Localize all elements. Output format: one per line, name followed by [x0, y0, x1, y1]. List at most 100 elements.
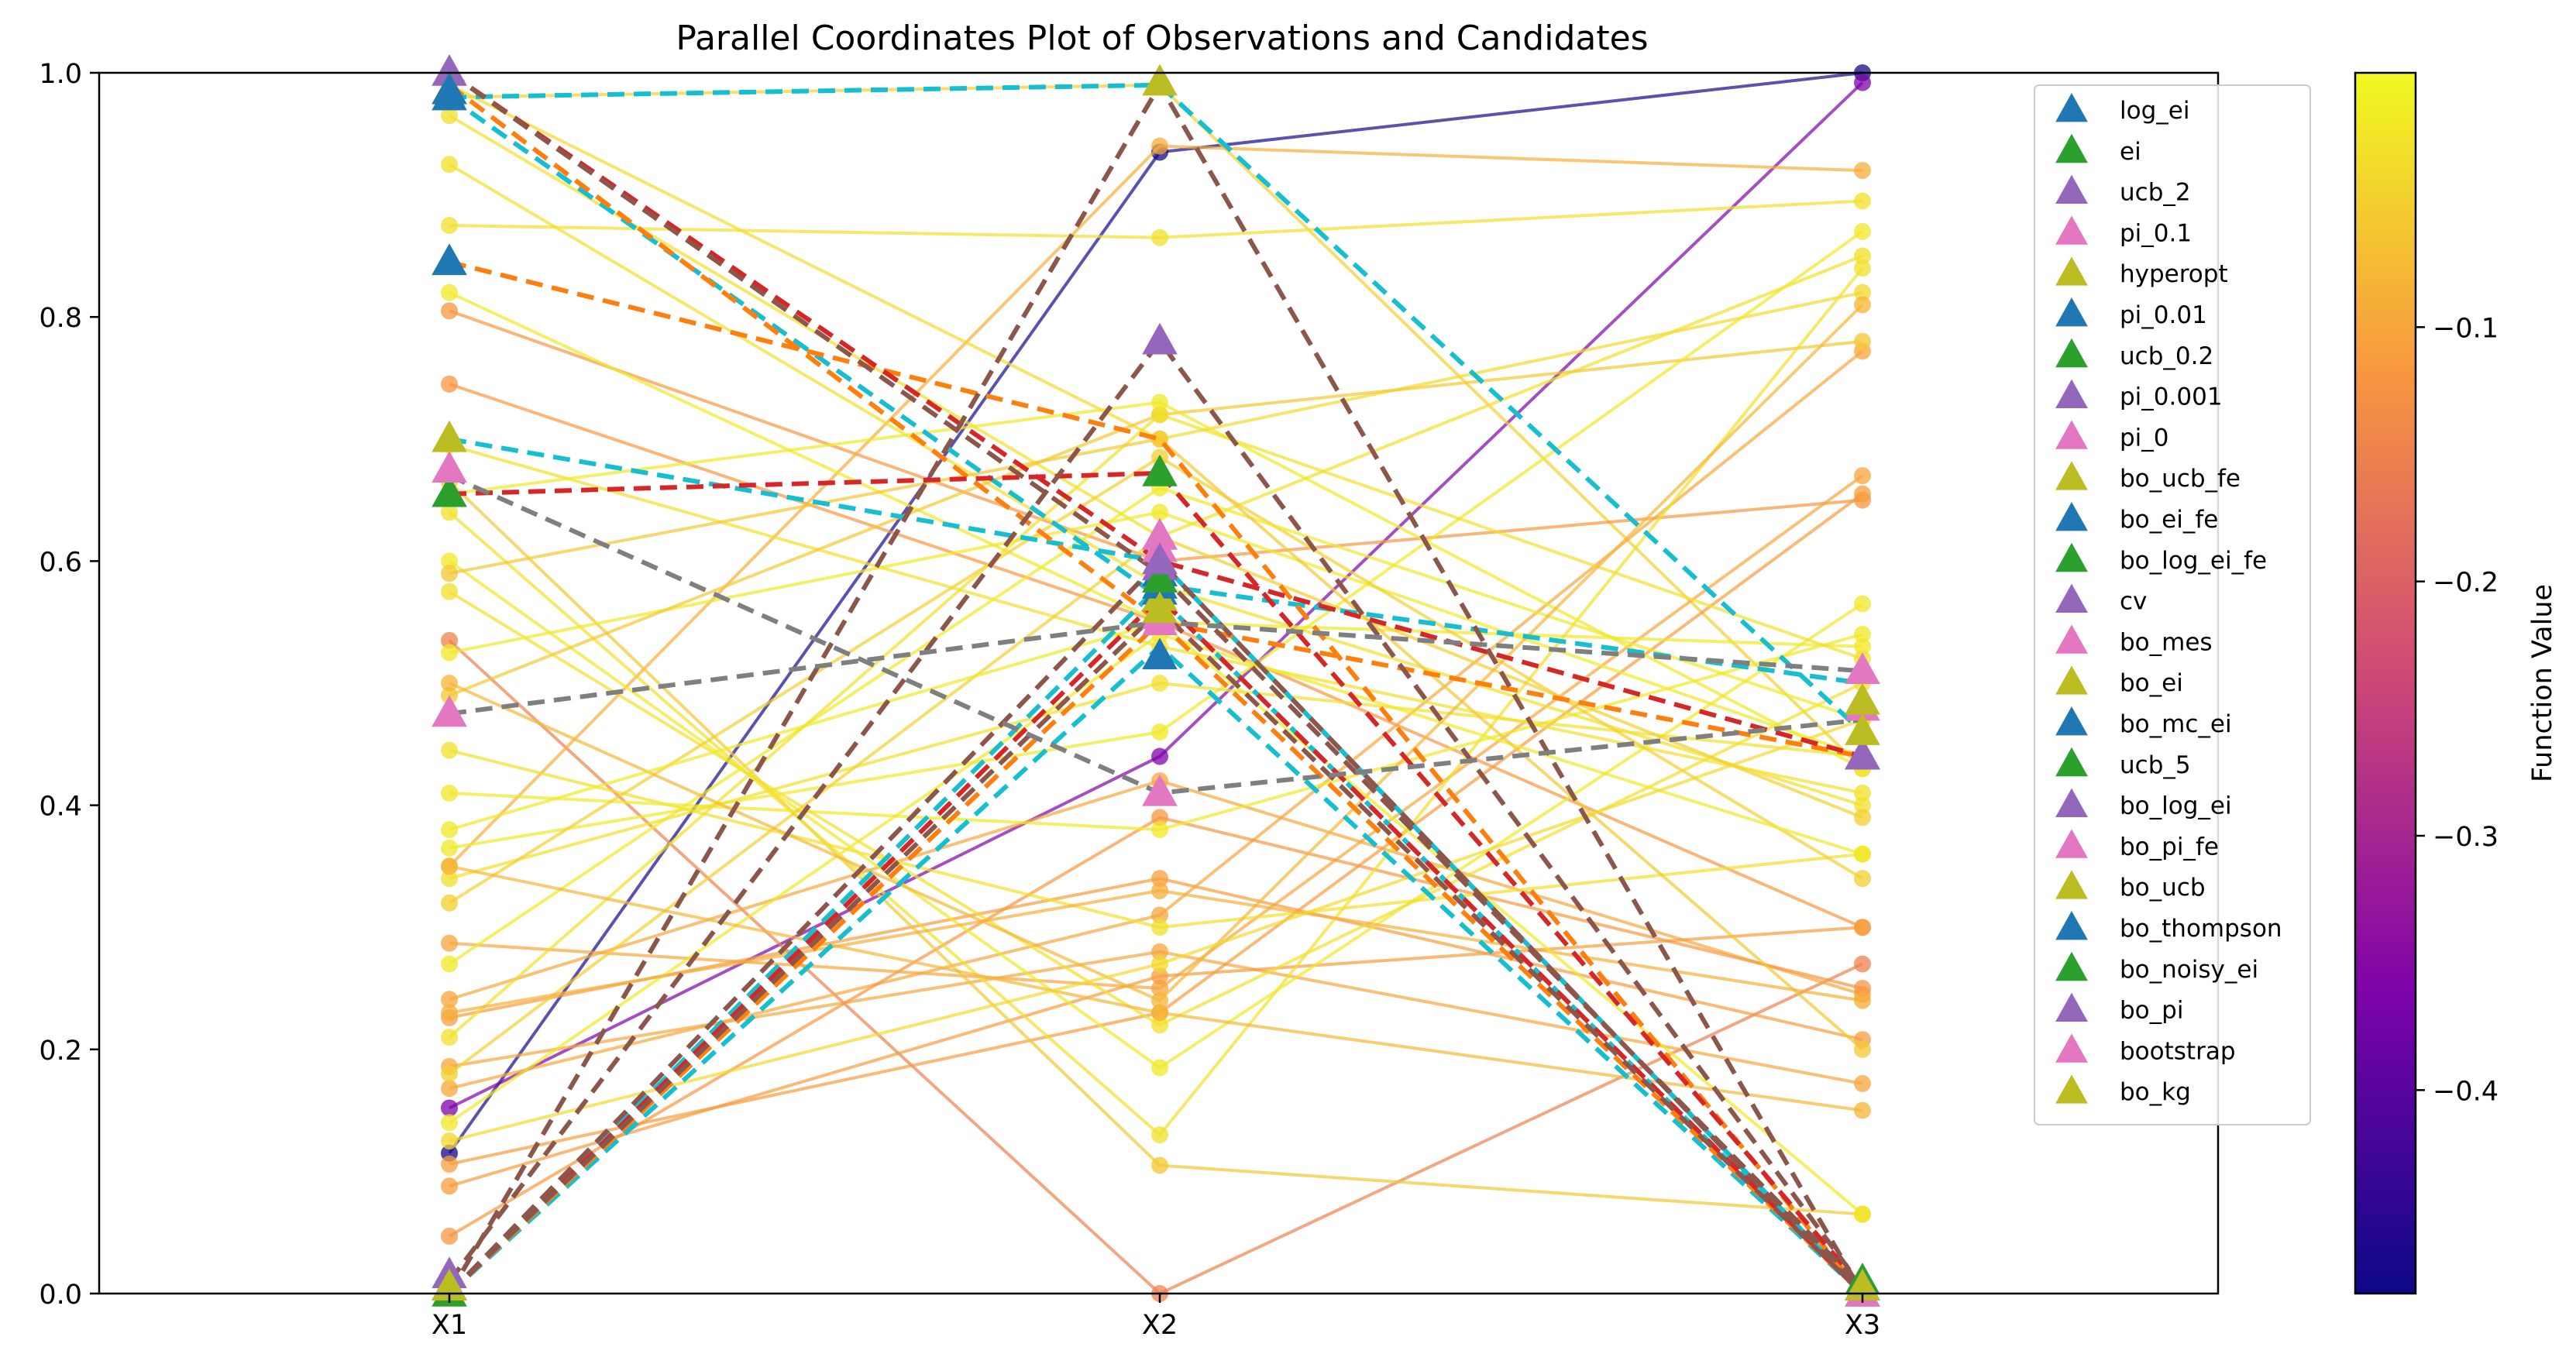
legend-marker [2055, 297, 2088, 327]
legend-label: ucb_0.2 [2120, 342, 2213, 370]
legend-label: bo_ucb [2120, 874, 2206, 902]
observation-point [441, 1029, 458, 1046]
legend-item: ucb_2 [2055, 174, 2191, 207]
candidate-marker [1142, 517, 1178, 550]
observation-point [1854, 485, 1871, 503]
observation-point [441, 107, 458, 125]
observation-point [1854, 595, 1871, 613]
observation-point [1151, 906, 1168, 924]
legend-item: log_ei [2055, 93, 2189, 125]
observation-point [441, 644, 458, 661]
legend-label: pi_0.1 [2120, 219, 2192, 247]
candidate-marker [432, 72, 467, 105]
legend-label: bo_kg [2120, 1078, 2191, 1106]
legend-label: log_ei [2120, 97, 2189, 125]
observation-point [441, 631, 458, 649]
x-tick-label: X2 [1142, 1310, 1178, 1341]
y-tick-label: 0.8 [39, 303, 82, 334]
observation-point [1151, 943, 1168, 960]
legend-marker [2055, 256, 2088, 286]
observation-point [1854, 74, 1871, 91]
candidate-marker [1845, 1269, 1880, 1301]
observation-point [1151, 991, 1168, 1009]
observation-point [441, 217, 458, 234]
x-tick-label: X3 [1845, 1310, 1880, 1341]
observation-point [1151, 675, 1168, 692]
legend-marker [2055, 420, 2088, 449]
plot-area: 0.0 0.2 0.4 0.6 0.8 1.0 X1 X2 X3 [39, 54, 2220, 1341]
legend-marker [2055, 706, 2088, 736]
y-tick-label: 0.4 [39, 792, 82, 823]
observation-point [1854, 1040, 1871, 1058]
legend-label: bo_thompson [2120, 915, 2282, 943]
observation-point [1151, 723, 1168, 741]
legend-marker [2055, 502, 2088, 531]
legend-label: pi_0.001 [2120, 383, 2223, 411]
legend-marker [2055, 951, 2088, 981]
legend-item: bo_ucb [2055, 870, 2206, 902]
legend-item: bo_pi_fe [2055, 829, 2219, 861]
colorbar: −0.4 −0.3 −0.2 −0.1 Function Value [2354, 71, 2558, 1295]
observation-point [441, 156, 458, 174]
observation-point [1151, 870, 1168, 888]
observation-point [441, 1080, 458, 1098]
candidate-path-line [448, 83, 1863, 759]
legend-marker [2055, 788, 2088, 817]
legend-marker [2055, 174, 2088, 204]
observation-point [1151, 406, 1168, 424]
observation-point [1854, 796, 1871, 814]
observation-point [441, 675, 458, 692]
observation-point [1854, 1101, 1871, 1119]
colorbar-tick-label: −0.2 [2433, 568, 2499, 599]
colorbar-tick-label: −0.4 [2433, 1076, 2499, 1107]
observation-point [441, 934, 458, 952]
candidate-marker [1142, 591, 1178, 624]
observation-point [1854, 296, 1871, 314]
observation-point [1151, 1004, 1168, 1022]
observation-point [441, 375, 458, 393]
observation-point [441, 955, 458, 973]
candidate-marker [432, 420, 467, 452]
observation-point [1854, 980, 1871, 997]
observation-point [441, 821, 458, 839]
observation-point [441, 283, 458, 301]
candidate-marker [1845, 682, 1880, 715]
legend-item: ucb_0.2 [2055, 338, 2213, 370]
candidate-path-line [448, 70, 1863, 759]
observation-point [1151, 137, 1168, 155]
observation-point [1854, 467, 1871, 485]
observation-point [1151, 881, 1168, 899]
observation-point [1854, 870, 1871, 888]
legend-item: bo_ei_fe [2055, 502, 2218, 534]
legend-marker [2055, 1074, 2088, 1104]
observation-point [441, 991, 458, 1008]
legend-label: ucb_2 [2120, 179, 2191, 207]
legend-marker [2055, 665, 2088, 695]
legend-label: bo_mc_ei [2120, 710, 2232, 738]
legend-item: pi_0.1 [2055, 215, 2192, 247]
observation-point [1151, 1016, 1168, 1034]
observation-point [441, 1177, 458, 1195]
candidate-marker [432, 475, 467, 507]
colorbar-label: Function Value [2527, 584, 2558, 782]
x-tick-label: X1 [432, 1310, 467, 1341]
observation-point [1854, 991, 1871, 1009]
legend-item: bootstrap [2055, 1033, 2236, 1065]
candidate-marker [1142, 561, 1178, 593]
observation-point [1151, 919, 1168, 936]
legend-label: bo_log_ei [2120, 792, 2232, 820]
y-tick-label: 0.6 [39, 547, 82, 578]
chart-title: Parallel Coordinates Plot of Observation… [676, 19, 1648, 58]
candidate-marker [432, 243, 467, 276]
observation-point [1151, 228, 1168, 246]
legend-marker [2055, 133, 2088, 163]
observation-point [1151, 1059, 1168, 1077]
legend-item: pi_0.001 [2055, 379, 2223, 411]
observation-point [1151, 747, 1168, 765]
candidate-marker [1845, 713, 1880, 745]
legend-label: hyperopt [2120, 260, 2228, 288]
legend-marker [2055, 747, 2088, 777]
observation-point [1854, 247, 1871, 265]
observation-point [1151, 955, 1168, 973]
